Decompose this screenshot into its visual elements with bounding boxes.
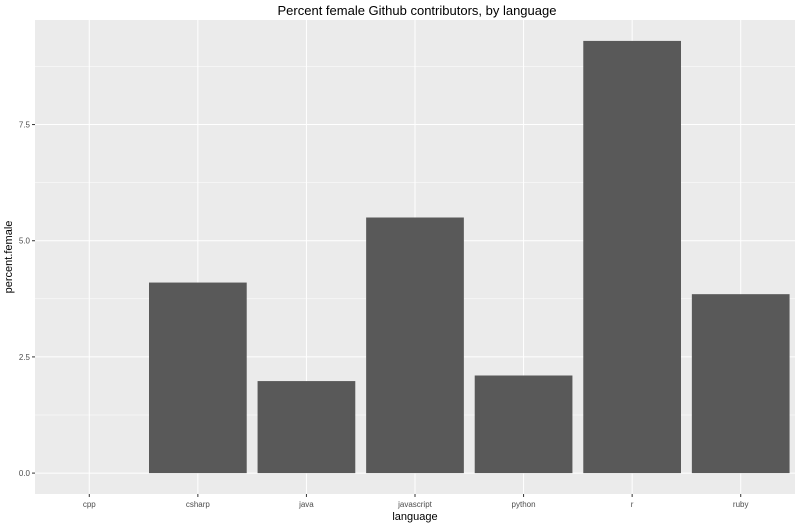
chart-title: Percent female Github contributors, by l… bbox=[278, 3, 557, 18]
bar-java bbox=[257, 381, 356, 474]
bar-ruby bbox=[691, 294, 790, 474]
bars bbox=[149, 40, 790, 474]
bar-javascript bbox=[366, 217, 464, 474]
x-tick-label: java bbox=[298, 500, 314, 509]
y-tick-label: 5.0 bbox=[19, 237, 31, 246]
x-tick-label: python bbox=[512, 500, 536, 509]
x-tick-label: cpp bbox=[83, 500, 96, 509]
y-tick-label: 2.5 bbox=[19, 353, 31, 362]
x-tick-label: r bbox=[631, 500, 634, 509]
x-tick-label: ruby bbox=[733, 500, 749, 509]
y-axis-title: percent.female bbox=[3, 221, 15, 294]
y-axis: 0.0 2.5 5.0 7.5 bbox=[19, 121, 35, 478]
bar-python bbox=[474, 375, 573, 474]
x-axis-title: language bbox=[392, 511, 437, 523]
bar-r bbox=[583, 40, 681, 474]
x-axis: cpp csharp java javascript python r ruby bbox=[83, 494, 749, 509]
bar-csharp bbox=[149, 282, 247, 474]
y-tick-label: 7.5 bbox=[19, 121, 31, 130]
y-tick-label: 0.0 bbox=[19, 469, 31, 478]
x-tick-label: javascript bbox=[397, 500, 433, 509]
x-tick-label: csharp bbox=[186, 500, 211, 509]
